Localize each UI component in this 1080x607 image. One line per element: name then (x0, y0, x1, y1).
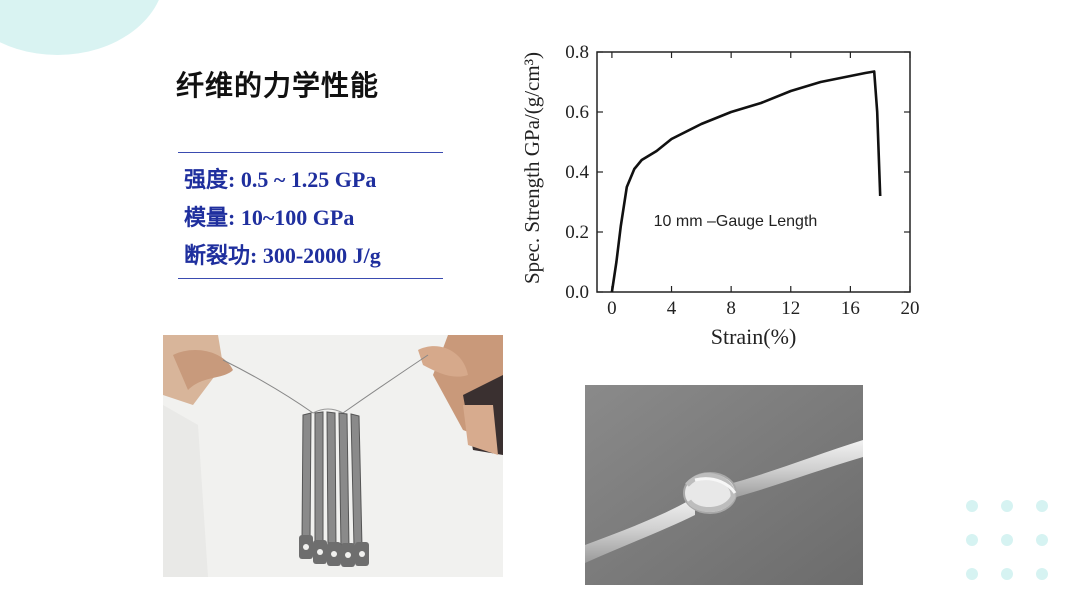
modulus-property: 模量: 10~100 GPa (184, 205, 355, 230)
top-rule (178, 152, 443, 153)
decorative-dots (966, 500, 1056, 586)
bottom-rule (178, 278, 443, 279)
y-tick-label: 0.6 (565, 102, 589, 123)
hands-and-pliers-illustration (163, 335, 503, 577)
chart-annotation: 10 mm –Gauge Length (654, 213, 818, 230)
stress-strain-chart: 0 4 8 12 16 20 0.0 0.2 0.4 0.6 0.8 Strain(%) Spec. S… (520, 42, 920, 349)
y-tick-label: 0.0 (565, 282, 589, 303)
strength-property: 强度: 0.5 ~ 1.25 GPa (184, 167, 377, 192)
fiber-strength-photo (163, 335, 503, 577)
y-axis-label: Spec. Strength GPa/(g/cm³) (520, 52, 544, 284)
x-tick-label: 8 (726, 298, 736, 319)
work-of-rupture-property: 断裂功: 300-2000 J/g (184, 243, 381, 268)
y-tick-label: 0.2 (565, 222, 589, 243)
x-tick-label: 20 (901, 298, 920, 319)
slide-title: 纤维的力学性能 (176, 69, 380, 102)
x-tick-label: 16 (841, 298, 860, 319)
x-tick-label: 0 (607, 298, 617, 319)
y-tick-label: 0.4 (565, 162, 589, 183)
knotted-fiber-illustration (585, 385, 863, 585)
x-tick-label: 4 (667, 298, 677, 319)
sem-knot-image (585, 385, 863, 585)
x-axis-label: Strain(%) (711, 324, 797, 349)
y-tick-label: 0.8 (565, 42, 589, 63)
properties-box: 强度: 0.5 ~ 1.25 GPa 模量: 10~100 GPa 断裂功: 3… (178, 152, 443, 280)
decorative-circle (0, 0, 165, 55)
plot-frame (596, 51, 911, 293)
series-line (610, 70, 882, 293)
x-tick-label: 12 (781, 298, 800, 319)
